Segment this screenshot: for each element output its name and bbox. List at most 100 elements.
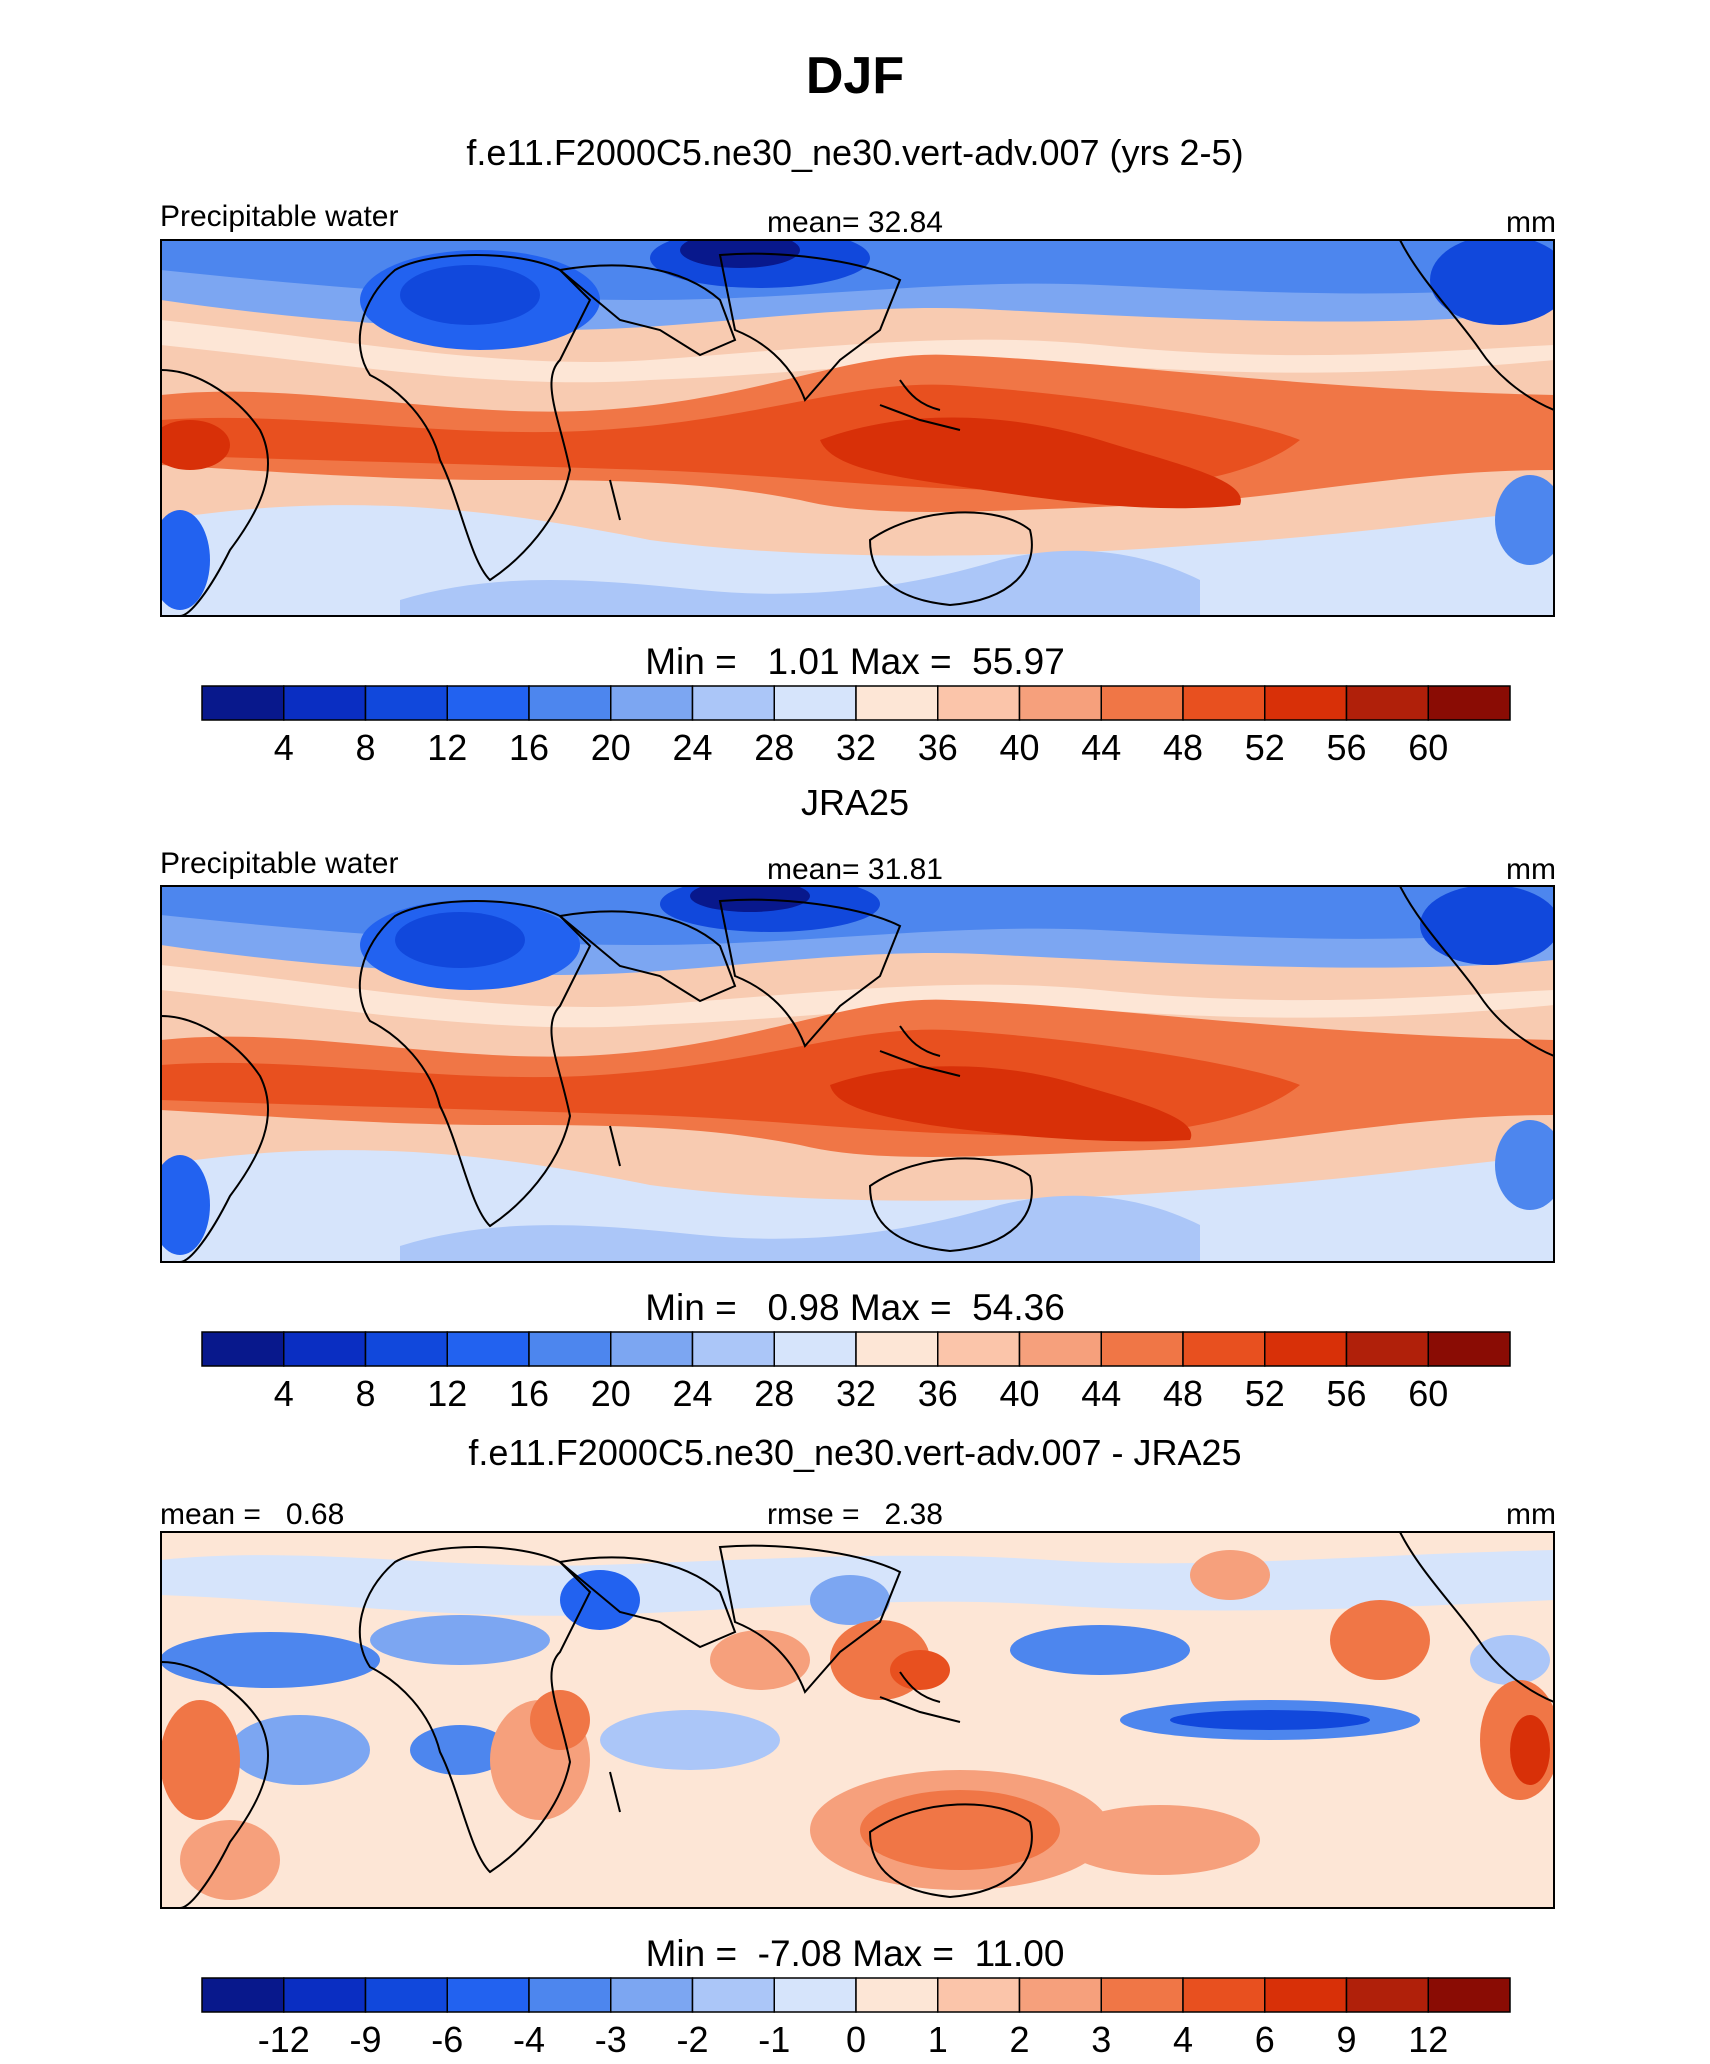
- colorbar-swatch: [447, 686, 529, 720]
- colorbar-tick-label: 12: [427, 1373, 467, 1414]
- figure-title: DJF: [806, 47, 904, 105]
- colorbar-tick-label: 6: [1255, 2019, 1275, 2060]
- colorbar-swatch: [774, 686, 856, 720]
- colorbar-tick-label: 52: [1245, 1373, 1285, 1414]
- colorbar-tick-label: 44: [1081, 1373, 1121, 1414]
- colorbar-tick-label: 44: [1081, 727, 1121, 768]
- colorbar-swatch: [1020, 1332, 1102, 1366]
- colorbar-swatch: [611, 686, 693, 720]
- colorbar-swatch: [284, 1332, 366, 1366]
- minmax-label: Min = 1.01 Max = 55.97: [645, 641, 1065, 682]
- colorbar-tick-label: 32: [836, 1373, 876, 1414]
- colorbar-swatch: [1101, 1332, 1183, 1366]
- colorbar-tick-label: 60: [1408, 727, 1448, 768]
- colorbar-swatch: [1101, 1978, 1183, 2012]
- colorbar-swatch: [1347, 1332, 1429, 1366]
- colorbar-tick-label: 36: [918, 727, 958, 768]
- colorbar-swatch: [1183, 1332, 1265, 1366]
- colorbar-tick-label: 4: [274, 727, 294, 768]
- colorbar-swatch: [856, 1978, 938, 2012]
- colorbar-swatch: [1347, 1978, 1429, 2012]
- colorbar-tick-label: -3: [595, 2019, 627, 2060]
- colorbar-swatch: [938, 1978, 1020, 2012]
- colorbar-swatch: [693, 1978, 775, 2012]
- panel-rmse-label: rmse = 2.38: [767, 1498, 943, 1531]
- colorbar-swatch: [447, 1332, 529, 1366]
- map-field: [150, 876, 1565, 1262]
- colorbar-swatch: [611, 1978, 693, 2012]
- colorbar-tick-label: 32: [836, 727, 876, 768]
- panel-units-label: mm: [1506, 206, 1556, 239]
- colorbar-swatch: [1183, 686, 1265, 720]
- colorbar-swatch: [202, 1332, 284, 1366]
- colorbar-tick-label: 1: [928, 2019, 948, 2060]
- colorbar-swatch: [366, 1978, 448, 2012]
- colorbar-tick-label: -2: [676, 2019, 708, 2060]
- colorbar-swatch: [202, 686, 284, 720]
- colorbar-swatch: [938, 686, 1020, 720]
- colorbar-swatch: [284, 1978, 366, 2012]
- colorbar-swatch: [1020, 1978, 1102, 2012]
- colorbar-tick-label: 56: [1326, 727, 1366, 768]
- colorbar: 4 8 12 16 20 24 28 32 36 40 44 48 52 56 60: [202, 686, 1510, 768]
- colorbar-tick-label: 40: [999, 727, 1039, 768]
- panel-left-label: Precipitable water: [160, 200, 398, 233]
- colorbar-tick-label: 3: [1091, 2019, 1111, 2060]
- colorbar-swatch: [693, 686, 775, 720]
- panel-title: f.e11.F2000C5.ne30_ne30.vert-adv.007 (yr…: [466, 132, 1243, 173]
- map-field: [160, 1532, 1560, 1908]
- colorbar-tick-label: 4: [274, 1373, 294, 1414]
- panel-title: JRA25: [801, 782, 909, 823]
- panel-title: f.e11.F2000C5.ne30_ne30.vert-adv.007 - J…: [468, 1432, 1241, 1473]
- panel-left-label: mean = 0.68: [160, 1498, 344, 1531]
- colorbar-swatch: [1265, 1978, 1347, 2012]
- colorbar-swatch: [1020, 686, 1102, 720]
- colorbar-tick-label: 0: [846, 2019, 866, 2060]
- panel-units-label: mm: [1506, 853, 1556, 886]
- colorbar-tick-label: 40: [999, 1373, 1039, 1414]
- colorbar-tick-label: 16: [509, 727, 549, 768]
- colorbar-swatch: [856, 686, 938, 720]
- colorbar-swatch: [366, 1332, 448, 1366]
- colorbar-tick-label: 9: [1336, 2019, 1356, 2060]
- colorbar-swatch: [1347, 686, 1429, 720]
- colorbar-tick-label: 8: [355, 727, 375, 768]
- colorbar-swatch: [1428, 686, 1510, 720]
- colorbar-swatch: [529, 1978, 611, 2012]
- colorbar-swatch: [774, 1978, 856, 2012]
- colorbar: 4 8 12 16 20 24 28 32 36 40 44 48 52 56 60: [202, 1332, 1510, 1414]
- colorbar-tick-label: 12: [427, 727, 467, 768]
- colorbar-tick-label: 20: [591, 727, 631, 768]
- colorbar-tick-label: 48: [1163, 1373, 1203, 1414]
- minmax-label: Min = 0.98 Max = 54.36: [645, 1287, 1065, 1328]
- panel-units-label: mm: [1506, 1498, 1556, 1531]
- panel-mean-label: mean= 32.84: [767, 206, 943, 239]
- colorbar-tick-label: 4: [1173, 2019, 1193, 2060]
- colorbar-tick-label: 36: [918, 1373, 958, 1414]
- colorbar-tick-label: -6: [431, 2019, 463, 2060]
- colorbar-tick-label: 16: [509, 1373, 549, 1414]
- colorbar-swatch: [529, 1332, 611, 1366]
- colorbar-swatch: [1265, 686, 1347, 720]
- colorbar-tick-label: 2: [1009, 2019, 1029, 2060]
- colorbar-swatch: [693, 1332, 775, 1366]
- colorbar-tick-label: 52: [1245, 727, 1285, 768]
- colorbar-swatch: [774, 1332, 856, 1366]
- colorbar-swatch: [1101, 686, 1183, 720]
- colorbar-swatch: [529, 686, 611, 720]
- colorbar-tick-label: 12: [1408, 2019, 1448, 2060]
- colorbar-tick-label: 60: [1408, 1373, 1448, 1414]
- panel-left-label: Precipitable water: [160, 847, 398, 880]
- colorbar-tick-label: 28: [754, 1373, 794, 1414]
- colorbar-tick-label: 24: [672, 727, 712, 768]
- colorbar-swatch: [1183, 1978, 1265, 2012]
- colorbar-swatch: [366, 686, 448, 720]
- colorbar-tick-label: 20: [591, 1373, 631, 1414]
- colorbar-tick-label: -1: [758, 2019, 790, 2060]
- colorbar-swatch: [1428, 1978, 1510, 2012]
- colorbar-swatch: [938, 1332, 1020, 1366]
- colorbar-tick-label: 24: [672, 1373, 712, 1414]
- colorbar-swatch: [1428, 1332, 1510, 1366]
- map-field: [150, 228, 1570, 616]
- panel-model: f.e11.F2000C5.ne30_ne30.vert-adv.007 (yr…: [150, 132, 1570, 768]
